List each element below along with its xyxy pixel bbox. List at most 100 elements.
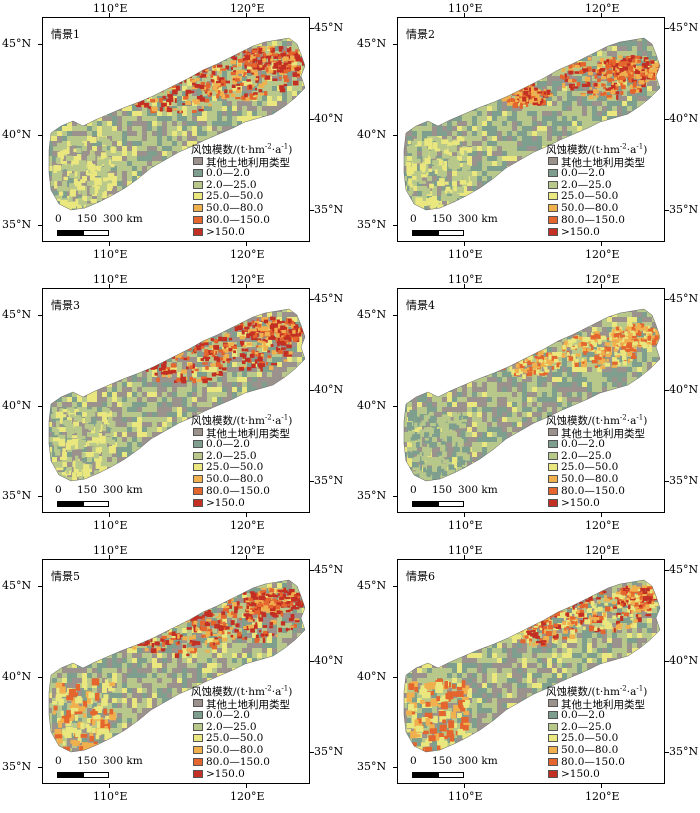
lat-label-right: 35°N	[314, 203, 344, 216]
tick-mark	[464, 284, 465, 288]
legend-item-label: 0.0—2.0	[206, 166, 250, 179]
scale-label: 300 km	[103, 755, 143, 767]
lat-label-left: 35°N	[2, 218, 32, 231]
lon-label-top: 120°E	[230, 273, 265, 286]
erosion-map	[48, 308, 306, 482]
tick-mark	[310, 299, 314, 300]
tick-mark	[310, 661, 314, 662]
legend-title-mid: ·a	[626, 686, 637, 698]
lat-label-left: 40°N	[357, 399, 387, 412]
tick-mark	[665, 752, 669, 753]
scale-label: 0	[410, 484, 417, 496]
legend-title-mid: ·a	[626, 415, 637, 427]
legend-swatch	[193, 439, 203, 448]
legend-title-end: )	[288, 686, 293, 698]
legend-swatch	[548, 746, 558, 755]
lat-label-left: 45°N	[2, 308, 32, 321]
legend-title-end: )	[643, 415, 648, 427]
legend-title-text: 风蚀模数/(t·hm	[191, 686, 265, 698]
lon-label-bottom: 120°E	[230, 248, 265, 261]
scale-label: 0	[410, 213, 417, 225]
lon-label-top: 120°E	[585, 273, 620, 286]
legend-item-label: 2.0—25.0	[561, 178, 612, 191]
legend-swatch	[548, 428, 558, 436]
lon-label-top: 120°E	[585, 544, 620, 557]
tick-mark	[246, 513, 247, 517]
lat-label-left: 45°N	[2, 37, 32, 50]
scale-bar-white	[83, 230, 109, 236]
scenario-label: 情景3	[51, 299, 80, 312]
lat-label-left: 35°N	[2, 489, 32, 502]
legend-title: 风蚀模数/(t·hm-2·a-1)	[191, 413, 292, 428]
lat-label-left: 40°N	[357, 128, 387, 141]
legend-item-label: 80.0—150.0	[561, 214, 625, 226]
scale-label: 300 km	[458, 755, 498, 767]
map-frame: 情景4 风蚀模数/(t·hm-2·a-1) 其他土地利用类型 0.0—2.0 2.0—2…	[397, 288, 665, 513]
scale-label: 150	[432, 213, 453, 225]
legend-title-text: 风蚀模数/(t·hm	[191, 144, 265, 156]
scale-bar-white	[83, 772, 109, 778]
lat-label-right: 40°N	[314, 654, 344, 667]
lat-label-left: 40°N	[2, 670, 32, 683]
legend-swatch	[193, 498, 203, 507]
legend-item-label: 0.0—2.0	[206, 437, 250, 450]
tick-mark	[601, 555, 602, 559]
lon-label-top: 120°E	[230, 2, 265, 15]
tick-mark	[246, 13, 247, 17]
legend-swatch	[193, 428, 203, 436]
scale-label: 150	[432, 484, 453, 496]
legend-title-end: )	[643, 144, 648, 156]
lon-label-bottom: 110°E	[93, 790, 128, 803]
tick-mark	[393, 496, 397, 497]
tick-mark	[665, 119, 669, 120]
lat-label-right: 40°N	[669, 654, 699, 667]
scale-bar-black	[412, 772, 438, 778]
legend-item-label: 2.0—25.0	[206, 178, 257, 191]
legend-swatch	[193, 192, 203, 201]
tick-mark	[246, 555, 247, 559]
tick-mark	[464, 13, 465, 17]
legend-swatch	[193, 746, 203, 755]
lat-label-right: 40°N	[314, 383, 344, 396]
scale-bar-black	[57, 772, 83, 778]
tick-mark	[109, 284, 110, 288]
legend-swatch	[548, 487, 558, 495]
map-panel-2: 110°E 110°E 120°E 120°E 45°N 40°N 35°N 45°N 40°N…	[355, 0, 700, 271]
tick-mark	[464, 555, 465, 559]
legend-title-text: 风蚀模数/(t·hm	[546, 686, 620, 698]
lat-label-left: 35°N	[2, 760, 32, 773]
scale-bar-white	[83, 501, 109, 507]
legend-swatch	[193, 227, 203, 236]
scale-label: 300 km	[458, 484, 498, 496]
legend-swatch	[193, 451, 203, 460]
legend-title-sup1: -2	[264, 684, 272, 693]
legend-item-label: 0.0—2.0	[561, 166, 605, 179]
tick-mark	[310, 481, 314, 482]
legend-title: 风蚀模数/(t·hm-2·a-1)	[546, 684, 647, 699]
legend-item-label: 其他土地利用类型	[206, 699, 290, 711]
legend-swatch	[548, 451, 558, 460]
tick-mark	[665, 570, 669, 571]
legend-swatch	[548, 463, 558, 472]
legend-title: 风蚀模数/(t·hm-2·a-1)	[546, 142, 647, 157]
lon-label-top: 110°E	[93, 273, 128, 286]
legend-item-label: 25.0—50.0	[561, 732, 619, 745]
legend-swatch	[548, 498, 558, 507]
legend-item-label: 0.0—2.0	[561, 437, 605, 450]
legend-swatch	[548, 475, 558, 484]
tick-mark	[246, 284, 247, 288]
legend-title-mid: ·a	[271, 686, 282, 698]
legend-swatch	[193, 699, 203, 707]
legend-item-label: 80.0—150.0	[561, 756, 625, 768]
legend-swatch	[193, 710, 203, 719]
scale-label: 300 km	[103, 484, 143, 496]
legend-title-sup2: -1	[636, 684, 644, 693]
legend-item-label: 25.0—50.0	[561, 190, 619, 203]
scenario-label: 情景2	[406, 28, 435, 41]
lat-label-right: 35°N	[669, 745, 699, 758]
lat-label-right: 45°N	[314, 292, 344, 305]
legend-item-label: 其他土地利用类型	[561, 157, 645, 169]
legend-swatch	[548, 192, 558, 201]
legend-swatch	[548, 699, 558, 707]
lat-label-right: 45°N	[669, 292, 699, 305]
